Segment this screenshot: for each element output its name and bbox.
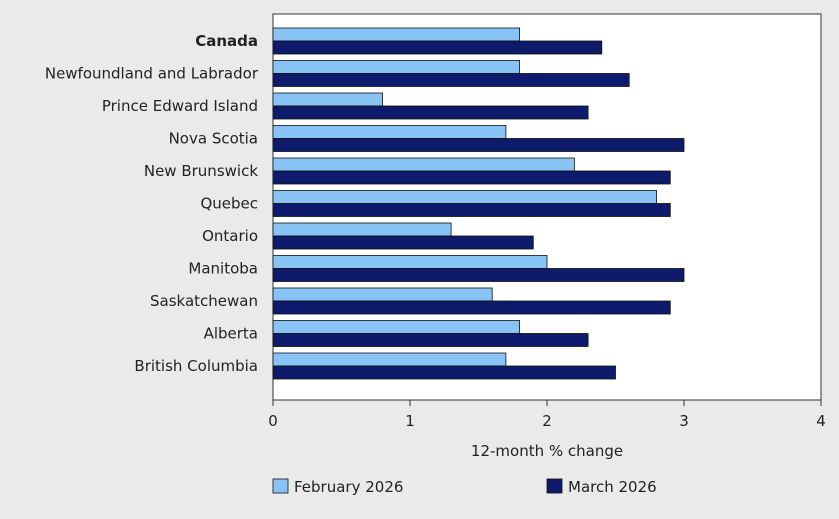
x-tick-label: 3 (679, 412, 689, 430)
bar-february (272, 320, 521, 334)
category-label: British Columbia (134, 357, 258, 375)
bar-march (272, 300, 671, 315)
bar-february (272, 255, 548, 269)
legend-swatch-february (272, 478, 289, 494)
bar-march (272, 268, 685, 282)
legend-label-february: February 2026 (294, 478, 403, 496)
bar-february (272, 27, 521, 42)
x-axis-title: 12-month % change (471, 442, 623, 460)
legend: February 2026 March 2026 (272, 478, 657, 496)
category-label: Saskatchewan (150, 292, 258, 310)
bar-february (272, 60, 521, 74)
x-tick-label: 4 (816, 412, 826, 430)
bar-february (272, 92, 383, 107)
bar-february (272, 222, 452, 237)
category-label: Ontario (202, 227, 258, 245)
bars-group (272, 27, 685, 380)
bar-march (272, 170, 671, 185)
bar-march (272, 203, 671, 217)
x-axis: 0 1 2 3 4 (268, 400, 826, 430)
legend-swatch-march (546, 478, 563, 494)
bar-february (272, 287, 493, 302)
category-label: Newfoundland and Labrador (45, 65, 259, 83)
bar-march (272, 365, 616, 380)
bar-february (272, 190, 658, 204)
bar-march (272, 73, 630, 87)
category-label: Nova Scotia (169, 130, 258, 148)
bar-february (272, 157, 575, 172)
category-labels: Canada Newfoundland and Labrador Prince Ed… (45, 32, 259, 375)
bar-february (272, 352, 507, 367)
bar-march (272, 105, 589, 120)
category-label: Prince Edward Island (102, 97, 258, 115)
category-label: New Brunswick (144, 162, 258, 180)
category-label: Alberta (204, 325, 258, 343)
bar-march (272, 40, 603, 55)
legend-label-march: March 2026 (568, 478, 657, 496)
x-tick-label: 1 (405, 412, 415, 430)
x-tick-label: 2 (542, 412, 552, 430)
bar-march (272, 235, 534, 250)
category-label: Quebec (200, 195, 258, 213)
x-tick-label: 0 (268, 412, 278, 430)
category-label: Manitoba (188, 260, 258, 278)
bar-february (272, 125, 507, 139)
category-label: Canada (195, 32, 258, 50)
bar-march (272, 138, 685, 152)
bar-march (272, 333, 589, 347)
